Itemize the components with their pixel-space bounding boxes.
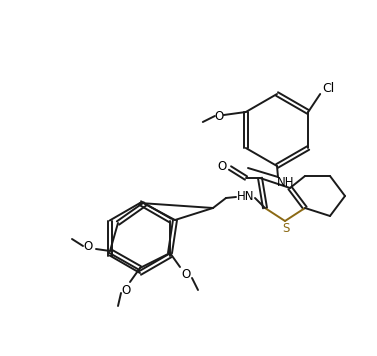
Text: HN: HN xyxy=(237,189,255,203)
Text: Cl: Cl xyxy=(322,83,334,95)
Text: O: O xyxy=(83,241,93,253)
Text: S: S xyxy=(282,221,290,235)
Text: O: O xyxy=(121,283,130,297)
Text: O: O xyxy=(218,161,227,173)
Text: O: O xyxy=(214,110,224,122)
Text: O: O xyxy=(181,268,191,282)
Text: NH: NH xyxy=(277,176,295,188)
